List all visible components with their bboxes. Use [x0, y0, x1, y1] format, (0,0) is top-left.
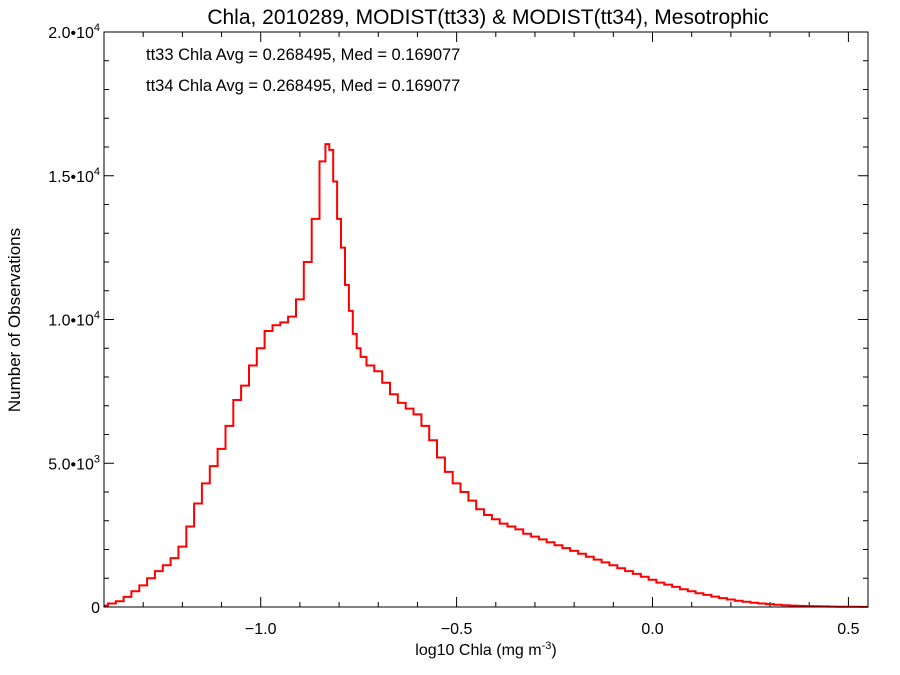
- x-tick-label: −0.5: [441, 621, 473, 638]
- y-tick-exponent: 4: [94, 166, 100, 178]
- axis-ticks: −1.0 −0.5 0.0 0.505.0•1031.0•1041.5•1042.0•…: [48, 22, 868, 638]
- annotation-tt33: tt33 Chla Avg = 0.268495, Med = 0.169077: [146, 46, 460, 64]
- y-tick-mantissa: 1.0•10: [48, 313, 94, 330]
- x-axis-label: log10 Chla (mg m-3): [415, 640, 556, 659]
- y-tick-mantissa: 0: [91, 600, 100, 617]
- x-tick-label: 0.0: [641, 621, 663, 638]
- plot-frame: [103, 31, 869, 608]
- y-axis-label: Number of Observations: [5, 228, 24, 412]
- y-tick-exponent: 3: [94, 453, 100, 465]
- y-tick-label: 5.0•103: [48, 453, 100, 473]
- y-tick-exponent: 4: [94, 310, 100, 322]
- y-tick-mantissa: 2.0•10: [48, 25, 94, 42]
- chart-title: Chla, 2010289, MODIST(tt33) & MODIST(tt3…: [207, 6, 768, 29]
- y-tick-exponent: 4: [94, 22, 100, 34]
- y-tick-mantissa: 5.0•10: [48, 456, 94, 473]
- series-line-tt34: [104, 143, 868, 608]
- y-tick-label: 0: [91, 600, 100, 617]
- y-tick-label: 2.0•104: [48, 22, 100, 42]
- y-tick-label: 1.5•104: [48, 166, 100, 186]
- x-tick-label: −1.0: [245, 621, 277, 638]
- x-tick-label: 0.5: [837, 621, 859, 638]
- y-tick-mantissa: 1.5•10: [48, 169, 94, 186]
- annotation-tt34: tt34 Chla Avg = 0.268495, Med = 0.169077: [146, 77, 460, 95]
- y-tick-label: 1.0•104: [48, 310, 100, 330]
- series-layer: [104, 143, 868, 608]
